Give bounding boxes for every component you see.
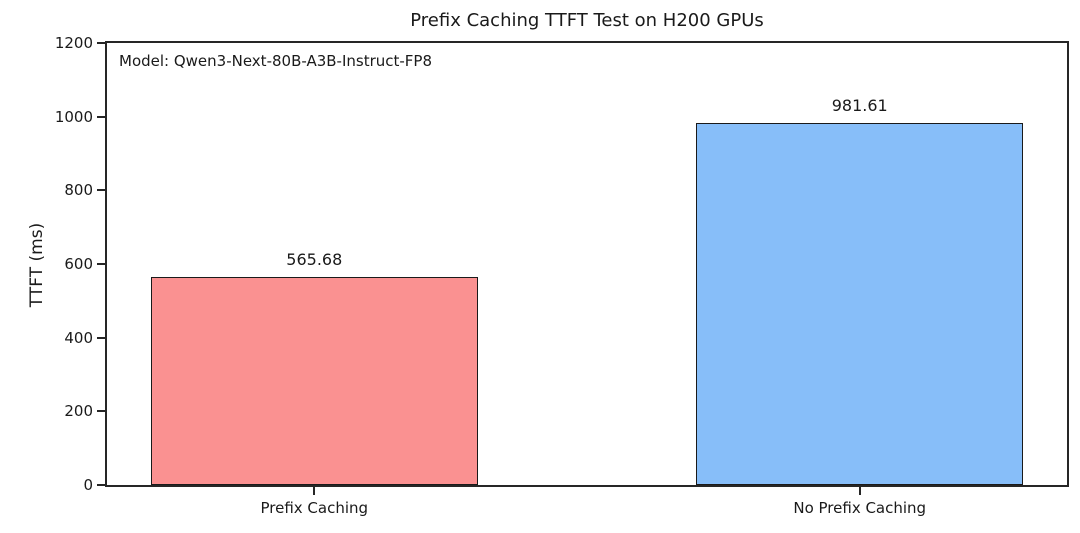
bar-no-prefix-caching <box>696 123 1024 485</box>
x-tick-label: No Prefix Caching <box>793 499 927 517</box>
bar-value-label: 565.68 <box>286 249 343 269</box>
y-tick-mark <box>97 336 105 339</box>
y-tick-label: 800 <box>64 181 93 200</box>
y-tick-mark <box>97 263 105 265</box>
y-tick-label: 600 <box>64 255 93 273</box>
y-tick-mark <box>97 42 105 44</box>
y-axis-label: TTFT (ms) <box>27 222 47 308</box>
x-tick-mark <box>313 487 316 495</box>
y-tick-mark <box>97 410 105 413</box>
bar-value-label: 981.61 <box>831 96 888 116</box>
y-tick-label: 1000 <box>54 107 93 126</box>
model-annotation: Model: Qwen3-Next-80B-A3B-Instruct-FP8 <box>119 52 433 70</box>
y-tick-mark <box>97 189 105 192</box>
y-tick-label: 200 <box>64 402 93 421</box>
y-tick-mark <box>97 484 105 486</box>
y-tick-mark <box>97 115 105 118</box>
y-tick-label: 0 <box>83 476 93 494</box>
y-tick-label: 1200 <box>54 34 93 52</box>
y-tick-label: 400 <box>64 328 93 347</box>
plot-area: Model: Qwen3-Next-80B-A3B-Instruct-FP8 0… <box>55 34 1069 517</box>
x-tick-mark <box>858 487 861 495</box>
chart-title: Prefix Caching TTFT Test on H200 GPUs <box>410 10 764 31</box>
x-tick-label: Prefix Caching <box>260 499 369 517</box>
bar-prefix-caching <box>150 276 478 485</box>
